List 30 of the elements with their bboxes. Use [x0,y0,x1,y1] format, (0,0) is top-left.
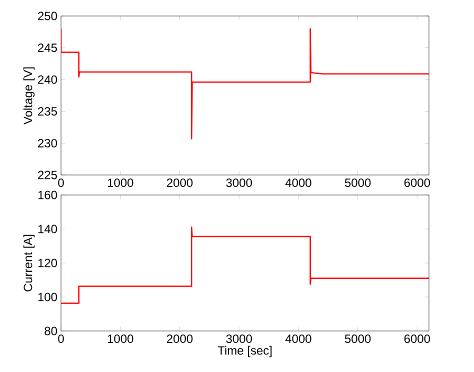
x-tick-label: 2000 [166,178,193,188]
y-tick-label: 80 [44,326,58,336]
x-axis-title: Time [sec] [218,346,272,358]
y-tick-label: 245 [38,44,57,52]
x-tick-label: 6000 [404,178,430,188]
y-tick-label: 250 [38,12,58,20]
y-tick-label: 160 [38,190,58,200]
x-tick-label: 2000 [166,334,193,344]
x-tick-label: 4000 [285,178,312,188]
y-tick-label: 235 [38,107,57,116]
line-series [61,28,429,140]
x-tick-label: 1000 [108,178,134,188]
y-axis-title: Current [A] [23,234,35,292]
y-tick-label: 240 [38,75,58,84]
y-tick-label: 230 [38,138,58,148]
x-tick-label: 6000 [404,334,430,344]
line-series [61,226,429,304]
y-tick-label: 140 [38,224,58,234]
y-tick-label: 100 [38,292,58,302]
x-tick-label: 4000 [285,334,312,344]
y-tick-label: 225 [38,170,57,180]
x-tick-label: 1000 [108,334,134,344]
x-tick-label: 0 [58,334,64,344]
y-axis-title: Voltage [V] [23,67,35,124]
x-tick-label: 3000 [226,178,252,188]
x-tick-label: 3000 [226,334,252,344]
x-tick-label: 0 [58,178,64,188]
y-tick-label: 120 [38,258,58,268]
x-tick-label: 5000 [344,334,371,344]
x-tick-label: 5000 [344,178,371,188]
